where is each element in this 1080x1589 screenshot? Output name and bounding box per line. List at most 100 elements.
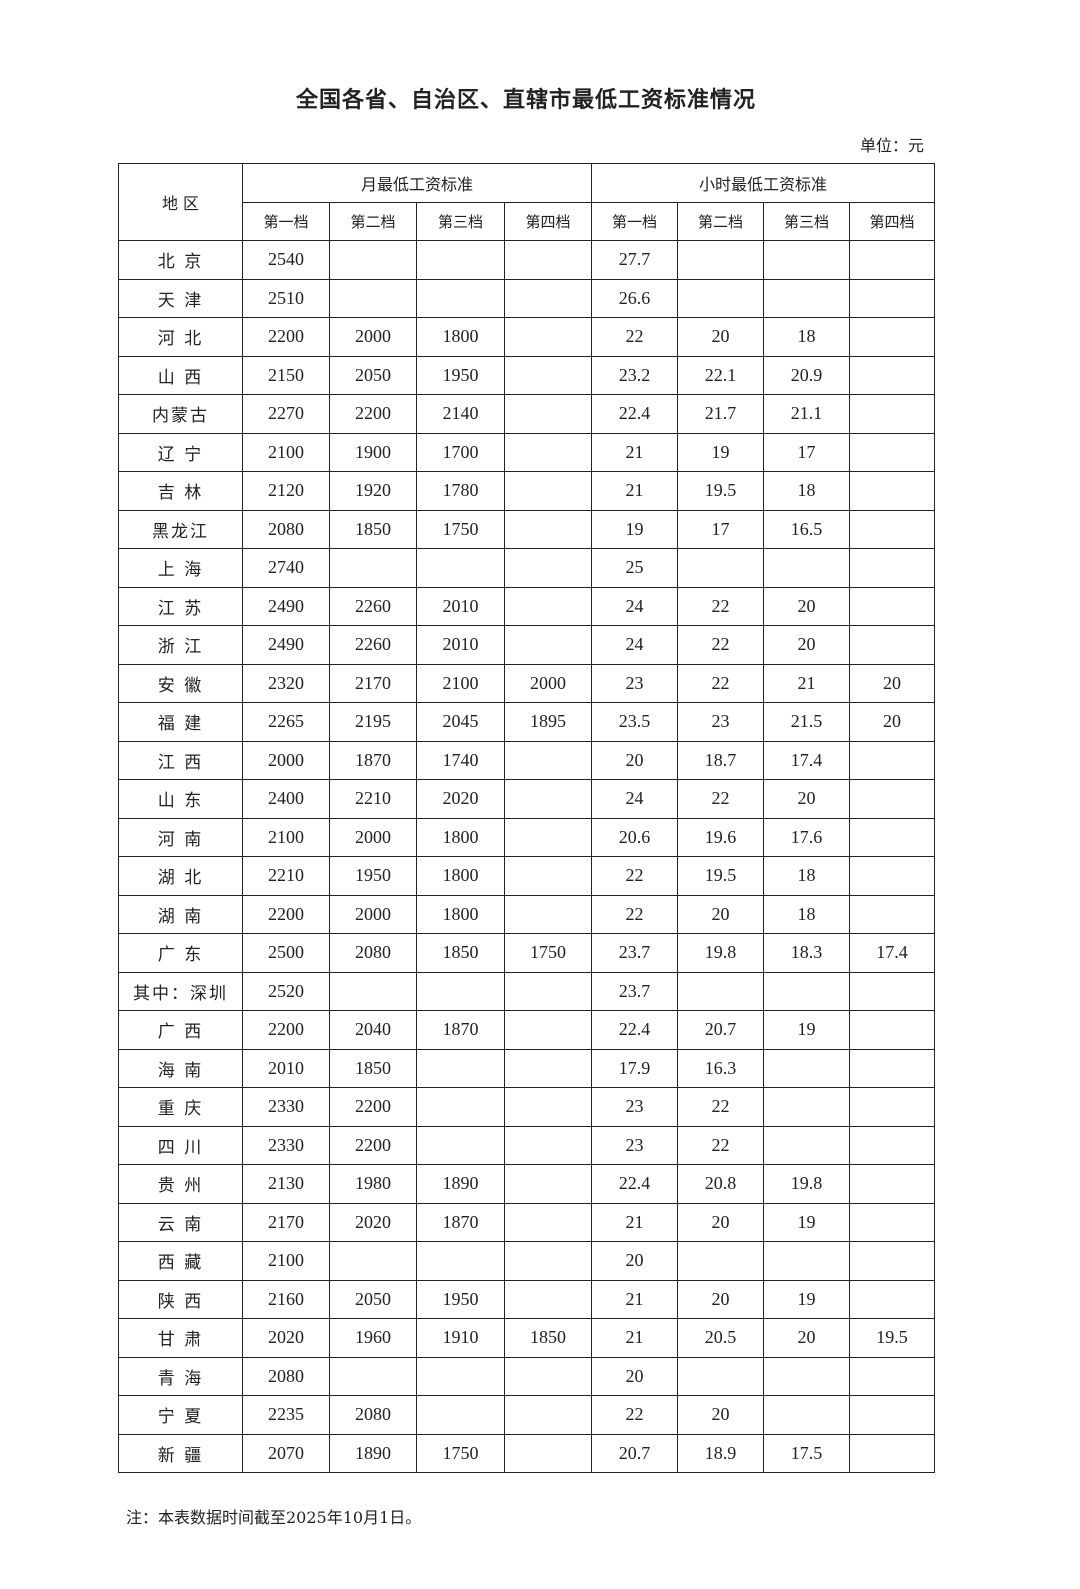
value-cell <box>416 1395 505 1435</box>
value-cell: 23 <box>591 1125 679 1165</box>
value-cell: 22 <box>677 779 765 819</box>
value-cell <box>416 548 505 588</box>
value-cell: 2490 <box>242 586 330 626</box>
value-cell: 21 <box>591 1318 679 1358</box>
value-cell: 2050 <box>329 1279 417 1319</box>
region-cell: 云 南 <box>118 1202 243 1242</box>
value-cell <box>503 1279 593 1319</box>
value-cell <box>329 1356 417 1396</box>
monthly-header: 月最低工资标准 <box>241 163 593 203</box>
value-cell <box>329 548 417 588</box>
value-cell: 2235 <box>242 1395 330 1435</box>
table-row: 湖 南 2200 2000 1800 22 20 18 <box>118 894 936 934</box>
region-cell: 安 徽 <box>118 663 243 703</box>
value-cell: 2070 <box>242 1433 330 1473</box>
table-row: 广 东 2500 2080 1850 1750 23.7 19.8 18.3 17.4 <box>118 933 936 973</box>
value-cell: 1850 <box>503 1318 593 1358</box>
value-cell: 22.1 <box>677 355 765 395</box>
value-cell: 21.7 <box>677 394 765 434</box>
value-cell <box>677 1241 765 1281</box>
value-cell: 24 <box>591 586 679 626</box>
value-cell <box>503 278 593 318</box>
region-cell: 山 东 <box>118 779 243 819</box>
region-cell: 新 疆 <box>118 1433 243 1473</box>
value-cell: 1920 <box>329 471 417 511</box>
table-row: 西 藏 2100 20 <box>118 1241 936 1281</box>
value-cell: 2260 <box>329 586 417 626</box>
value-cell: 17.4 <box>849 933 936 973</box>
value-cell <box>329 240 417 280</box>
value-cell <box>503 240 593 280</box>
value-cell <box>849 1164 936 1204</box>
value-cell <box>849 278 936 318</box>
region-cell: 湖 北 <box>118 856 243 896</box>
region-cell: 黑龙江 <box>118 509 243 549</box>
value-cell: 20.6 <box>591 817 679 857</box>
table-row: 内蒙古 2270 2200 2140 22.4 21.7 21.1 <box>118 394 936 434</box>
value-cell: 2010 <box>416 625 505 665</box>
value-cell: 20 <box>763 625 851 665</box>
value-cell: 1870 <box>416 1010 505 1050</box>
value-cell <box>849 355 936 395</box>
region-header: 地 区 <box>118 163 243 241</box>
value-cell <box>503 1087 593 1127</box>
value-cell: 23 <box>591 663 679 703</box>
value-cell <box>677 548 765 588</box>
value-cell: 19.5 <box>849 1318 936 1358</box>
value-cell <box>849 1010 936 1050</box>
table-row: 山 东 2400 2210 2020 24 22 20 <box>118 779 936 819</box>
hourly-tier-4: 第四档 <box>849 201 936 241</box>
value-cell: 2040 <box>329 1010 417 1050</box>
value-cell <box>677 278 765 318</box>
value-cell: 24 <box>591 779 679 819</box>
value-cell: 2200 <box>242 894 330 934</box>
value-cell: 2080 <box>329 933 417 973</box>
value-cell: 2195 <box>329 702 417 742</box>
unit-label: 单位：元 <box>859 136 924 155</box>
value-cell: 2330 <box>242 1087 330 1127</box>
table-row: 辽 宁 2100 1900 1700 21 19 17 <box>118 432 936 472</box>
tier-header-row: 第一档 第二档 第三档 第四档 第一档 第二档 第三档 第四档 <box>119 201 936 241</box>
value-cell <box>849 779 936 819</box>
value-cell <box>503 625 593 665</box>
table-row: 河 南 2100 2000 1800 20.6 19.6 17.6 <box>118 817 936 857</box>
value-cell <box>849 856 936 896</box>
value-cell: 20.7 <box>591 1433 679 1473</box>
value-cell: 2160 <box>242 1279 330 1319</box>
value-cell: 2150 <box>242 355 330 395</box>
value-cell: 21 <box>763 663 851 703</box>
table-row: 宁 夏 2235 2080 22 20 <box>118 1395 936 1435</box>
value-cell: 19 <box>677 432 765 472</box>
page-title: 全国各省、自治区、直辖市最低工资标准情况 <box>295 88 756 113</box>
value-cell <box>849 1241 936 1281</box>
value-cell: 2100 <box>242 1241 330 1281</box>
value-cell: 22 <box>591 1395 679 1435</box>
value-cell <box>763 278 851 318</box>
value-cell: 2080 <box>242 1356 330 1396</box>
value-cell: 19 <box>763 1010 851 1050</box>
value-cell: 2000 <box>503 663 593 703</box>
value-cell: 22 <box>677 586 765 626</box>
value-cell: 2045 <box>416 702 505 742</box>
value-cell <box>849 817 936 857</box>
table-row: 浙 江 2490 2260 2010 24 22 20 <box>118 625 936 665</box>
hourly-tier-3: 第三档 <box>763 201 851 241</box>
region-cell: 四 川 <box>118 1125 243 1165</box>
value-cell: 20 <box>677 1395 765 1435</box>
value-cell: 2200 <box>329 1125 417 1165</box>
value-cell: 1800 <box>416 317 505 357</box>
value-cell <box>503 1164 593 1204</box>
value-cell: 1700 <box>416 432 505 472</box>
monthly-tier-1: 第一档 <box>242 201 330 241</box>
value-cell: 1780 <box>416 471 505 511</box>
value-cell: 1950 <box>329 856 417 896</box>
value-cell: 2050 <box>329 355 417 395</box>
value-cell <box>763 240 851 280</box>
value-cell <box>763 1241 851 1281</box>
value-cell: 2490 <box>242 625 330 665</box>
value-cell: 2020 <box>242 1318 330 1358</box>
value-cell <box>503 1395 593 1435</box>
value-cell: 23.5 <box>591 702 679 742</box>
monthly-tier-2: 第二档 <box>329 201 417 241</box>
value-cell: 1750 <box>416 1433 505 1473</box>
